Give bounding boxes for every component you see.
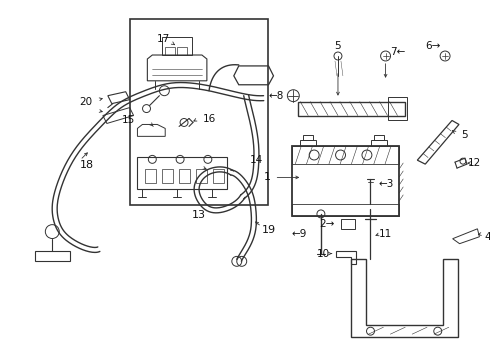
Bar <box>293 146 399 216</box>
Text: 18: 18 <box>80 160 94 170</box>
Bar <box>162 37 192 55</box>
Bar <box>213 169 224 183</box>
Bar <box>300 140 316 146</box>
Text: ←9: ←9 <box>292 229 307 239</box>
Text: 4: 4 <box>484 232 490 242</box>
Bar <box>165 47 175 55</box>
Text: 14: 14 <box>249 156 263 165</box>
Text: 13: 13 <box>192 210 206 220</box>
Text: ←8: ←8 <box>269 91 284 101</box>
Bar <box>129 19 268 205</box>
Bar <box>341 219 355 229</box>
Text: 6→: 6→ <box>425 41 441 51</box>
Bar <box>388 97 407 121</box>
Bar <box>179 169 190 183</box>
Text: ←3: ←3 <box>379 179 394 189</box>
Text: 20: 20 <box>79 96 93 107</box>
Text: 2→: 2→ <box>319 219 335 229</box>
Text: 19: 19 <box>262 225 275 235</box>
Text: 11: 11 <box>379 229 392 239</box>
Text: 10: 10 <box>317 249 329 258</box>
Bar <box>162 169 173 183</box>
Text: 5: 5 <box>462 130 468 140</box>
Bar <box>303 135 313 140</box>
Text: 15: 15 <box>122 116 135 126</box>
Bar <box>196 169 207 183</box>
Text: 17: 17 <box>157 34 171 44</box>
Bar <box>146 169 156 183</box>
Bar <box>298 102 405 116</box>
Bar <box>293 146 399 164</box>
Text: 7←: 7← <box>390 47 405 57</box>
Text: 1: 1 <box>264 172 271 183</box>
Text: 12: 12 <box>468 158 482 168</box>
Text: 16: 16 <box>203 114 216 125</box>
Bar <box>177 47 187 55</box>
Bar <box>293 204 399 216</box>
Text: 5: 5 <box>335 41 341 51</box>
Bar <box>374 135 384 140</box>
Bar <box>371 140 388 146</box>
